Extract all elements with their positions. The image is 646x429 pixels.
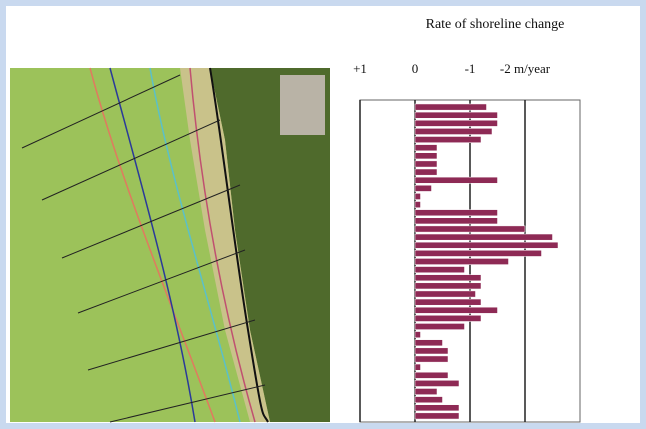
bar [414, 185, 432, 192]
bar [414, 315, 482, 322]
bar [414, 152, 438, 160]
chart-title: Rate of shoreline change [426, 17, 565, 32]
bar [414, 168, 438, 176]
bar [414, 331, 421, 338]
transect [21, 74, 181, 149]
bar [414, 225, 526, 233]
trees [210, 68, 330, 422]
transects [21, 74, 266, 423]
bar [414, 217, 498, 225]
bar [414, 103, 487, 111]
line-c [149, 67, 241, 423]
bar [414, 323, 465, 330]
beach [180, 68, 270, 422]
bar [414, 306, 498, 314]
bar [414, 412, 460, 420]
bar [414, 380, 460, 387]
bar [414, 347, 449, 355]
line-d [189, 67, 256, 423]
transect [87, 319, 256, 371]
bar [414, 396, 443, 404]
bar [414, 193, 421, 200]
bar [414, 282, 482, 290]
bar [414, 339, 443, 347]
transect [61, 184, 241, 259]
bar [414, 363, 421, 371]
bar [414, 119, 498, 127]
x-tick-label: -1 [465, 61, 476, 76]
bar [414, 258, 509, 265]
bar [414, 241, 559, 249]
bar [414, 274, 482, 282]
bar [414, 404, 460, 412]
x-tick-label: -2 m/year [500, 61, 551, 76]
bar [414, 209, 498, 217]
x-tick-label: 0 [412, 61, 419, 76]
bar [414, 128, 493, 135]
bar [414, 371, 449, 379]
line-b [109, 67, 196, 423]
bar [414, 290, 476, 298]
bar [414, 355, 449, 363]
bar [414, 233, 553, 241]
bar [414, 111, 498, 119]
line-a [89, 67, 216, 423]
x-tick-label: +1 [353, 61, 367, 76]
bar [414, 136, 482, 143]
bar [414, 176, 498, 184]
transect [41, 119, 221, 201]
building [280, 75, 325, 135]
bar [414, 250, 542, 257]
bar [414, 298, 482, 306]
transect [109, 384, 266, 423]
bar [414, 388, 438, 395]
bar [414, 144, 438, 152]
aerial-photo [10, 67, 330, 423]
bar [414, 266, 465, 273]
bar [414, 160, 438, 168]
bar [414, 201, 421, 208]
shoreline [209, 67, 269, 423]
transect [77, 249, 246, 314]
